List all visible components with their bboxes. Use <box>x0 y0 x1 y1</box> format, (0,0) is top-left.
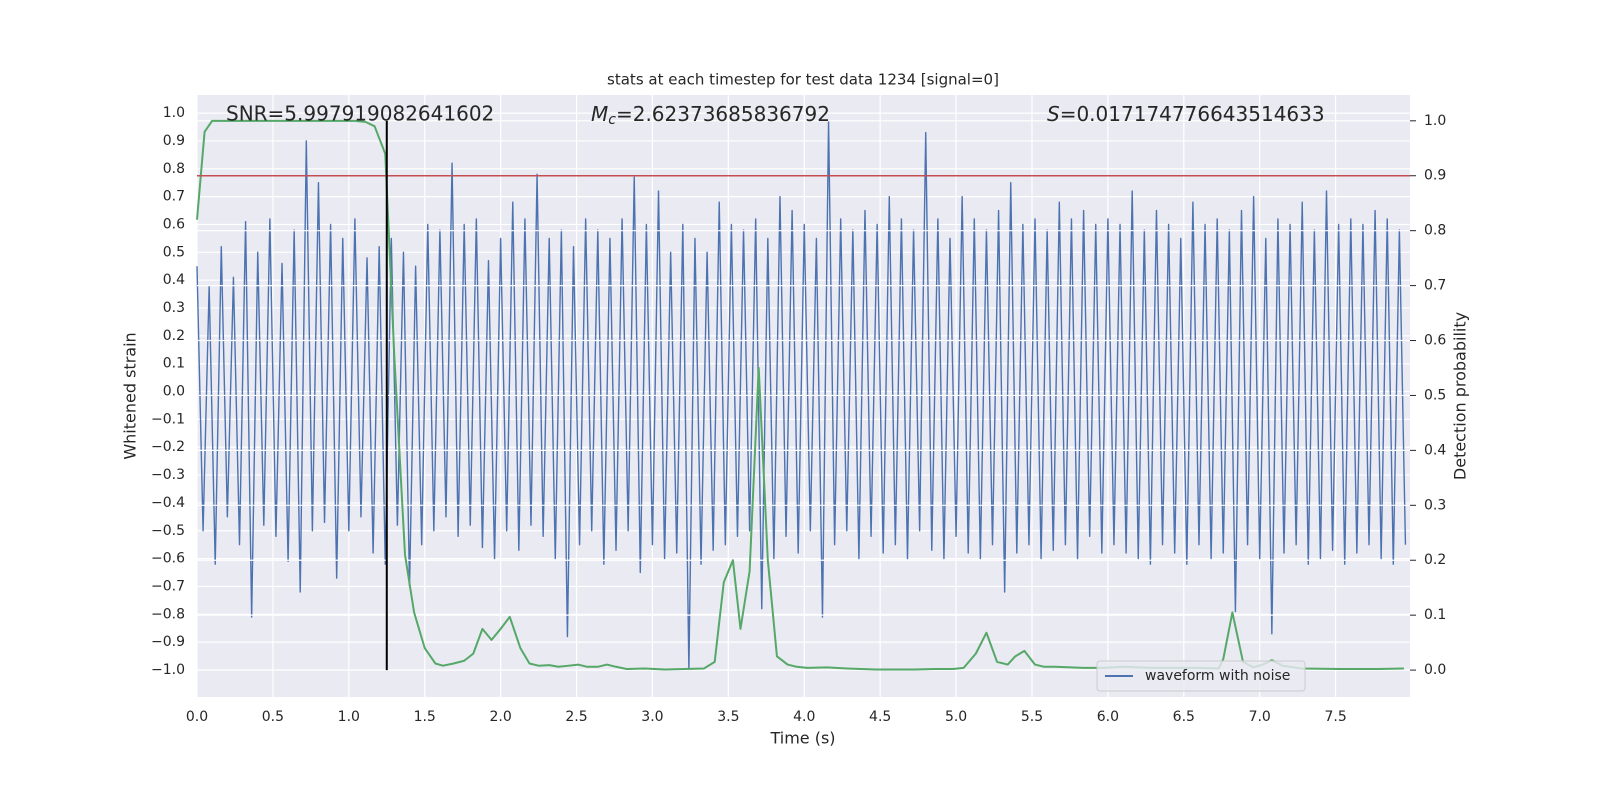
y-tick-label: −0.5 <box>151 523 185 539</box>
y-axis-label: Whitened strain <box>121 332 140 459</box>
y-tick-label: −0.7 <box>151 578 185 594</box>
x-tick-label: 5.0 <box>945 709 967 725</box>
x-tick-label: 5.5 <box>1021 709 1043 725</box>
annotation: SNR=5.997919082641602 <box>226 102 494 126</box>
data-line <box>196 120 1407 671</box>
y2-tick-label: 0.0 <box>1424 662 1446 678</box>
y-tick-label: 0.0 <box>163 384 185 400</box>
y2-tick-label: 0.6 <box>1424 333 1446 349</box>
x-tick-label: 7.0 <box>1249 709 1271 725</box>
y2-axis-label: Detection probability <box>1451 312 1470 480</box>
x-axis-label: Time (s) <box>769 729 835 748</box>
y2-tick-label: 0.2 <box>1424 552 1446 568</box>
y-tick-label: 0.4 <box>163 272 185 288</box>
y2-tick-label: 0.7 <box>1424 278 1446 294</box>
marks <box>196 120 1407 671</box>
y-tick-label: 0.1 <box>163 356 185 372</box>
y-tick-label: 0.5 <box>163 244 185 260</box>
y-tick-label: 0.6 <box>163 216 185 232</box>
y2-tick-label: 0.1 <box>1424 607 1446 623</box>
x-tick-label: 2.0 <box>489 709 511 725</box>
y-tick-label: 0.7 <box>163 189 185 205</box>
y-tick-label: −0.3 <box>151 467 185 483</box>
y-tick-label: −1.0 <box>151 662 185 678</box>
y2-tick-label: 0.3 <box>1424 497 1446 513</box>
y-tick-label: 0.3 <box>163 300 185 316</box>
x-tick-label: 2.5 <box>565 709 587 725</box>
y-tick-label: −0.6 <box>151 551 185 567</box>
y-tick-label: −0.1 <box>151 411 185 427</box>
x-tick-label: 6.0 <box>1097 709 1119 725</box>
y-tick-label: −0.8 <box>151 606 185 622</box>
y-tick-label: 0.9 <box>163 133 185 149</box>
x-tick-label: 1.5 <box>414 709 436 725</box>
y2-tick-label: 0.9 <box>1424 168 1446 184</box>
y2-tick-label: 0.4 <box>1424 442 1446 458</box>
x-tick-label: 0.0 <box>186 709 208 725</box>
annotation: Mc=2.62373685836792 <box>591 102 830 129</box>
legend-label: waveform with noise <box>1145 668 1290 684</box>
y-tick-label: 1.0 <box>163 105 185 121</box>
annotation: S=0.017174776643514633 <box>1047 102 1325 126</box>
x-tick-label: 4.5 <box>869 709 891 725</box>
y2-tick-label: 0.8 <box>1424 223 1446 239</box>
x-tick-label: 7.5 <box>1324 709 1346 725</box>
y-tick-label: 0.2 <box>163 328 185 344</box>
y-tick-label: −0.2 <box>151 439 185 455</box>
x-tick-label: 6.5 <box>1173 709 1195 725</box>
y-tick-label: −0.9 <box>151 634 185 650</box>
x-tick-label: 4.0 <box>793 709 815 725</box>
y2-tick-label: 0.5 <box>1424 387 1446 403</box>
x-tick-label: 3.0 <box>641 709 663 725</box>
legend-frame <box>1096 660 1306 692</box>
chart-title: stats at each timestep for test data 123… <box>607 71 999 89</box>
y-tick-label: 0.8 <box>163 161 185 177</box>
y2-tick-label: 1.0 <box>1424 113 1446 129</box>
legend: waveform with noise <box>1096 660 1306 692</box>
x-tick-label: 0.5 <box>262 709 284 725</box>
x-tick-label: 3.5 <box>717 709 739 725</box>
x-tick-label: 1.0 <box>338 709 360 725</box>
y-tick-label: −0.4 <box>151 495 185 511</box>
